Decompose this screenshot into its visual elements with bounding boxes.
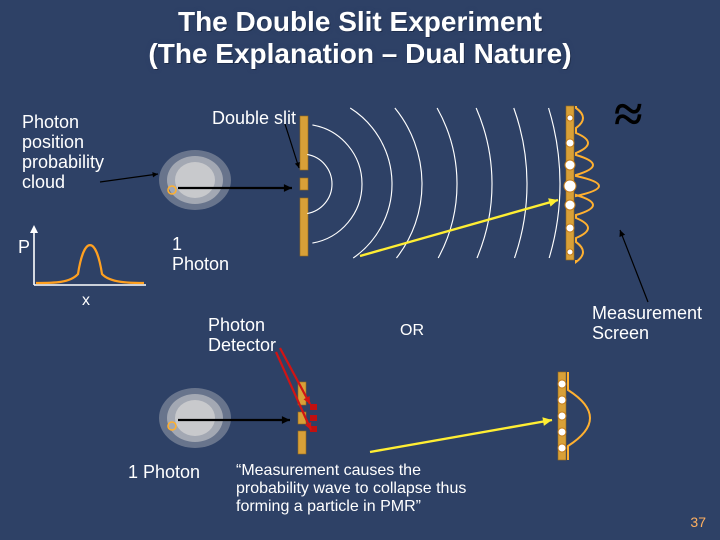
single-slit-pattern (568, 372, 590, 460)
screen-dot-top (567, 115, 573, 121)
label-measurement-screen: Measurement Screen (592, 303, 702, 343)
screen-dot-top (566, 224, 574, 232)
diagram-stage: ≈ (0, 0, 720, 540)
label-x-axis: x (82, 292, 90, 310)
screen-dot-top (567, 249, 573, 255)
label-P: P (18, 237, 30, 258)
wave-front (312, 125, 362, 243)
detector-box-0 (310, 404, 317, 410)
probability-cloud-top (159, 150, 231, 210)
screen-dot-top (565, 160, 575, 170)
screen-dot-top (564, 180, 576, 192)
label-photon-position: Photon position probability cloud (22, 112, 104, 192)
label-one-photon-top: 1 Photon (172, 234, 229, 274)
wave-front (350, 108, 392, 258)
screen-dot-top (566, 139, 574, 147)
label-collapse-quote: “Measurement causes the probability wave… (236, 462, 466, 516)
wave-front (514, 108, 527, 258)
probability-cloud-bottom (159, 388, 231, 448)
screen-dot-bottom (558, 380, 566, 388)
screen-dot-top (565, 200, 575, 210)
label-photon-detector: Photon Detector (208, 315, 276, 355)
screen-dot-bottom (558, 444, 566, 452)
slide-number: 37 (690, 514, 706, 530)
label-one-photon-bottom: 1 Photon (128, 462, 200, 483)
light-source-icon: ≈ (614, 86, 643, 143)
wave-front (307, 154, 332, 213)
wave-front (549, 108, 560, 258)
screen-dot-bottom (558, 412, 566, 420)
screen-dot-bottom (558, 428, 566, 436)
screen-dot-bottom (558, 396, 566, 404)
label-double-slit: Double slit (212, 108, 296, 129)
wave-front (437, 108, 457, 258)
wave-front (476, 108, 492, 258)
interference-pattern (576, 106, 599, 262)
detector-box-1 (310, 415, 317, 421)
label-or: OR (400, 322, 424, 340)
probability-graph (36, 245, 144, 283)
wave-front (395, 108, 422, 258)
